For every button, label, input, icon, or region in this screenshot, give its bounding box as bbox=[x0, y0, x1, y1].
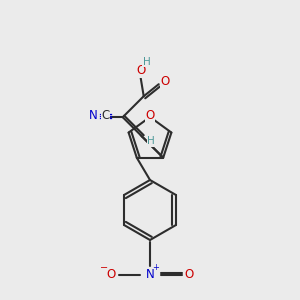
Text: O: O bbox=[106, 268, 116, 281]
Text: H: H bbox=[147, 136, 155, 146]
Text: O: O bbox=[184, 268, 194, 281]
Text: +: + bbox=[152, 262, 159, 272]
Text: N: N bbox=[89, 109, 98, 122]
Text: C: C bbox=[101, 109, 110, 122]
Text: O: O bbox=[160, 75, 170, 88]
Text: O: O bbox=[146, 109, 154, 122]
Text: −: − bbox=[100, 263, 109, 273]
Text: N: N bbox=[146, 268, 154, 281]
Text: O: O bbox=[136, 64, 146, 77]
Text: H: H bbox=[143, 57, 151, 67]
